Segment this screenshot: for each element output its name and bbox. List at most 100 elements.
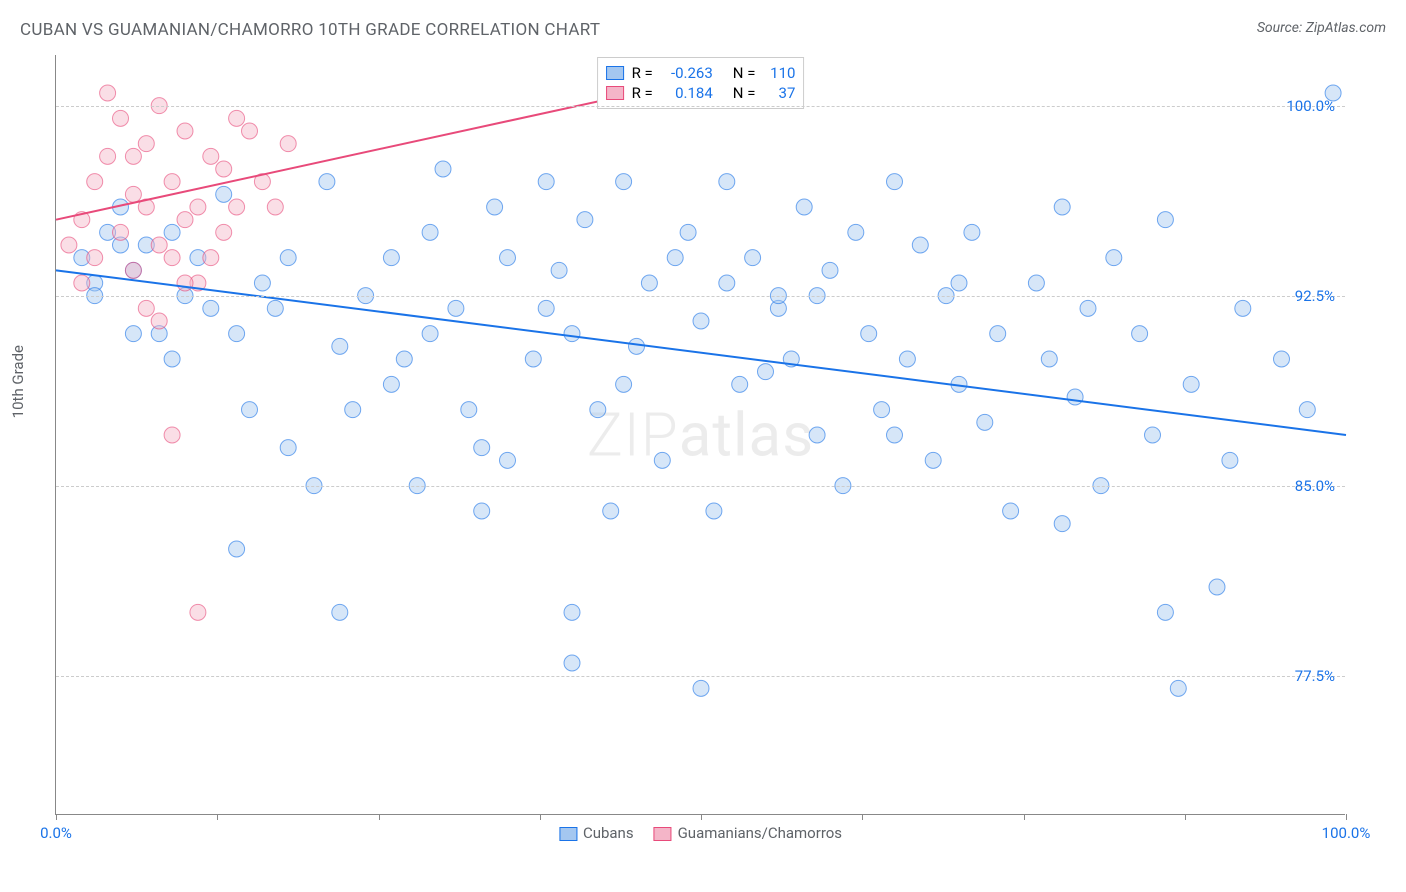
data-point: [1003, 503, 1019, 519]
data-point: [616, 174, 632, 190]
data-point: [564, 604, 580, 620]
data-point: [280, 136, 296, 152]
data-point: [396, 351, 412, 367]
x-tick: [701, 814, 702, 820]
data-point: [254, 275, 270, 291]
legend-series-label: Cubans: [583, 824, 634, 842]
data-point: [706, 503, 722, 519]
data-point: [874, 402, 890, 418]
data-point: [461, 402, 477, 418]
legend-n-label: N =: [733, 84, 756, 102]
data-point: [525, 351, 541, 367]
data-point: [216, 161, 232, 177]
legend-r-value: -0.263: [661, 64, 713, 82]
data-point: [616, 376, 632, 392]
data-point: [912, 237, 928, 253]
legend-series-label: Guamanians/Chamorros: [678, 824, 842, 842]
data-point: [87, 174, 103, 190]
x-tick-label: 100.0%: [1322, 824, 1371, 842]
data-point: [422, 224, 438, 240]
plot-svg: [56, 55, 1345, 814]
data-point: [654, 452, 670, 468]
data-point: [809, 427, 825, 443]
data-point: [100, 85, 116, 101]
y-tick-label: 77.5%: [1295, 667, 1335, 685]
gridline: [56, 676, 1345, 677]
y-tick-label: 85.0%: [1295, 477, 1335, 495]
data-point: [680, 224, 696, 240]
y-tick-label: 100.0%: [1286, 97, 1335, 115]
x-tick: [1185, 814, 1186, 820]
data-point: [641, 275, 657, 291]
data-point: [229, 326, 245, 342]
data-point: [113, 110, 129, 126]
data-point: [125, 326, 141, 342]
data-point: [448, 300, 464, 316]
legend-row: R =0.184N =37: [606, 84, 796, 102]
data-point: [887, 174, 903, 190]
legend-n-label: N =: [733, 64, 756, 82]
data-point: [1157, 604, 1173, 620]
data-point: [1299, 402, 1315, 418]
plot-area: ZIPatlas R =-0.263N =110R =0.184N =37 Cu…: [55, 55, 1345, 815]
x-tick-label: 0.0%: [40, 824, 72, 842]
data-point: [693, 680, 709, 696]
legend-series: Cubans Guamanians/Chamorros: [559, 824, 842, 842]
data-point: [1106, 250, 1122, 266]
legend-swatch: [654, 827, 672, 841]
data-point: [474, 503, 490, 519]
chart-title: CUBAN VS GUAMANIAN/CHAMORRO 10TH GRADE C…: [20, 20, 600, 40]
legend-swatch: [606, 86, 624, 100]
gridline: [56, 106, 1345, 107]
data-point: [190, 604, 206, 620]
data-point: [164, 427, 180, 443]
x-tick: [1024, 814, 1025, 820]
data-point: [319, 174, 335, 190]
data-point: [899, 351, 915, 367]
data-point: [164, 224, 180, 240]
y-axis-label: 10th Grade: [9, 345, 27, 418]
legend-n-value: 110: [763, 64, 795, 82]
data-point: [990, 326, 1006, 342]
data-point: [861, 326, 877, 342]
data-point: [551, 262, 567, 278]
legend-row: R = -0.263 N = 110: [606, 64, 796, 82]
x-tick: [1346, 814, 1347, 820]
y-tick-label: 92.5%: [1295, 287, 1335, 305]
data-point: [87, 250, 103, 266]
data-point: [1235, 300, 1251, 316]
legend-r-label: R =: [632, 64, 653, 82]
x-tick: [379, 814, 380, 820]
data-point: [1054, 516, 1070, 532]
data-point: [887, 427, 903, 443]
data-point: [1222, 452, 1238, 468]
legend-swatch: [606, 66, 624, 80]
data-point: [125, 148, 141, 164]
x-tick: [862, 814, 863, 820]
data-point: [667, 250, 683, 266]
legend-r-label: R =: [632, 84, 653, 102]
data-point: [383, 250, 399, 266]
data-point: [693, 313, 709, 329]
data-point: [138, 300, 154, 316]
data-point: [177, 212, 193, 228]
data-point: [100, 148, 116, 164]
data-point: [796, 199, 812, 215]
data-point: [1183, 376, 1199, 392]
data-point: [977, 414, 993, 430]
data-point: [151, 313, 167, 329]
data-point: [229, 110, 245, 126]
data-point: [216, 224, 232, 240]
data-point: [719, 275, 735, 291]
data-point: [590, 402, 606, 418]
x-tick: [217, 814, 218, 820]
data-point: [242, 402, 258, 418]
data-point: [564, 326, 580, 342]
data-point: [383, 376, 399, 392]
data-point: [1157, 212, 1173, 228]
data-point: [1132, 326, 1148, 342]
data-point: [1028, 275, 1044, 291]
data-point: [435, 161, 451, 177]
data-point: [216, 186, 232, 202]
data-point: [848, 224, 864, 240]
